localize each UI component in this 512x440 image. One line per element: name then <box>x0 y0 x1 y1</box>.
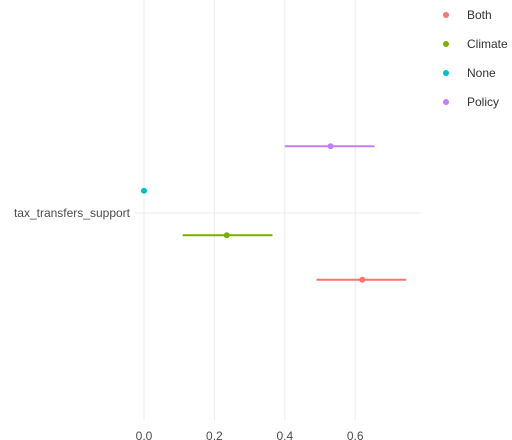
point-both <box>359 276 366 283</box>
y-tick-label: tax_transfers_support <box>14 206 131 220</box>
legend-label: Both <box>467 8 492 22</box>
x-tick-label: 0.0 <box>136 429 153 440</box>
x-tick-label: 0.4 <box>276 429 293 440</box>
legend-label: None <box>467 66 496 80</box>
legend: Both Climate None Policy <box>443 8 508 109</box>
legend-item-policy: Policy <box>443 95 499 109</box>
series-none <box>141 187 147 194</box>
legend-label: Policy <box>467 95 499 109</box>
legend-key-both <box>443 12 449 18</box>
legend-label: Climate <box>467 37 508 51</box>
series-both <box>316 276 407 283</box>
x-tick-label: 0.2 <box>206 429 223 440</box>
plot-marks <box>141 143 407 283</box>
legend-item-none: None <box>443 66 496 80</box>
series-policy <box>284 143 375 150</box>
series-climate <box>182 232 273 239</box>
legend-item-both: Both <box>443 8 492 22</box>
legend-key-climate <box>443 41 449 47</box>
point-none <box>141 187 147 194</box>
legend-item-climate: Climate <box>443 37 508 51</box>
point-climate <box>223 232 230 239</box>
x-tick-label: 0.6 <box>347 429 364 440</box>
legend-key-none <box>443 70 449 76</box>
grid-lines <box>134 0 420 420</box>
point-policy <box>327 143 334 150</box>
legend-key-policy <box>443 99 449 105</box>
x-axis-labels: 0.0 0.2 0.4 0.6 <box>136 429 364 440</box>
y-axis-labels: tax_transfers_support <box>14 206 131 220</box>
